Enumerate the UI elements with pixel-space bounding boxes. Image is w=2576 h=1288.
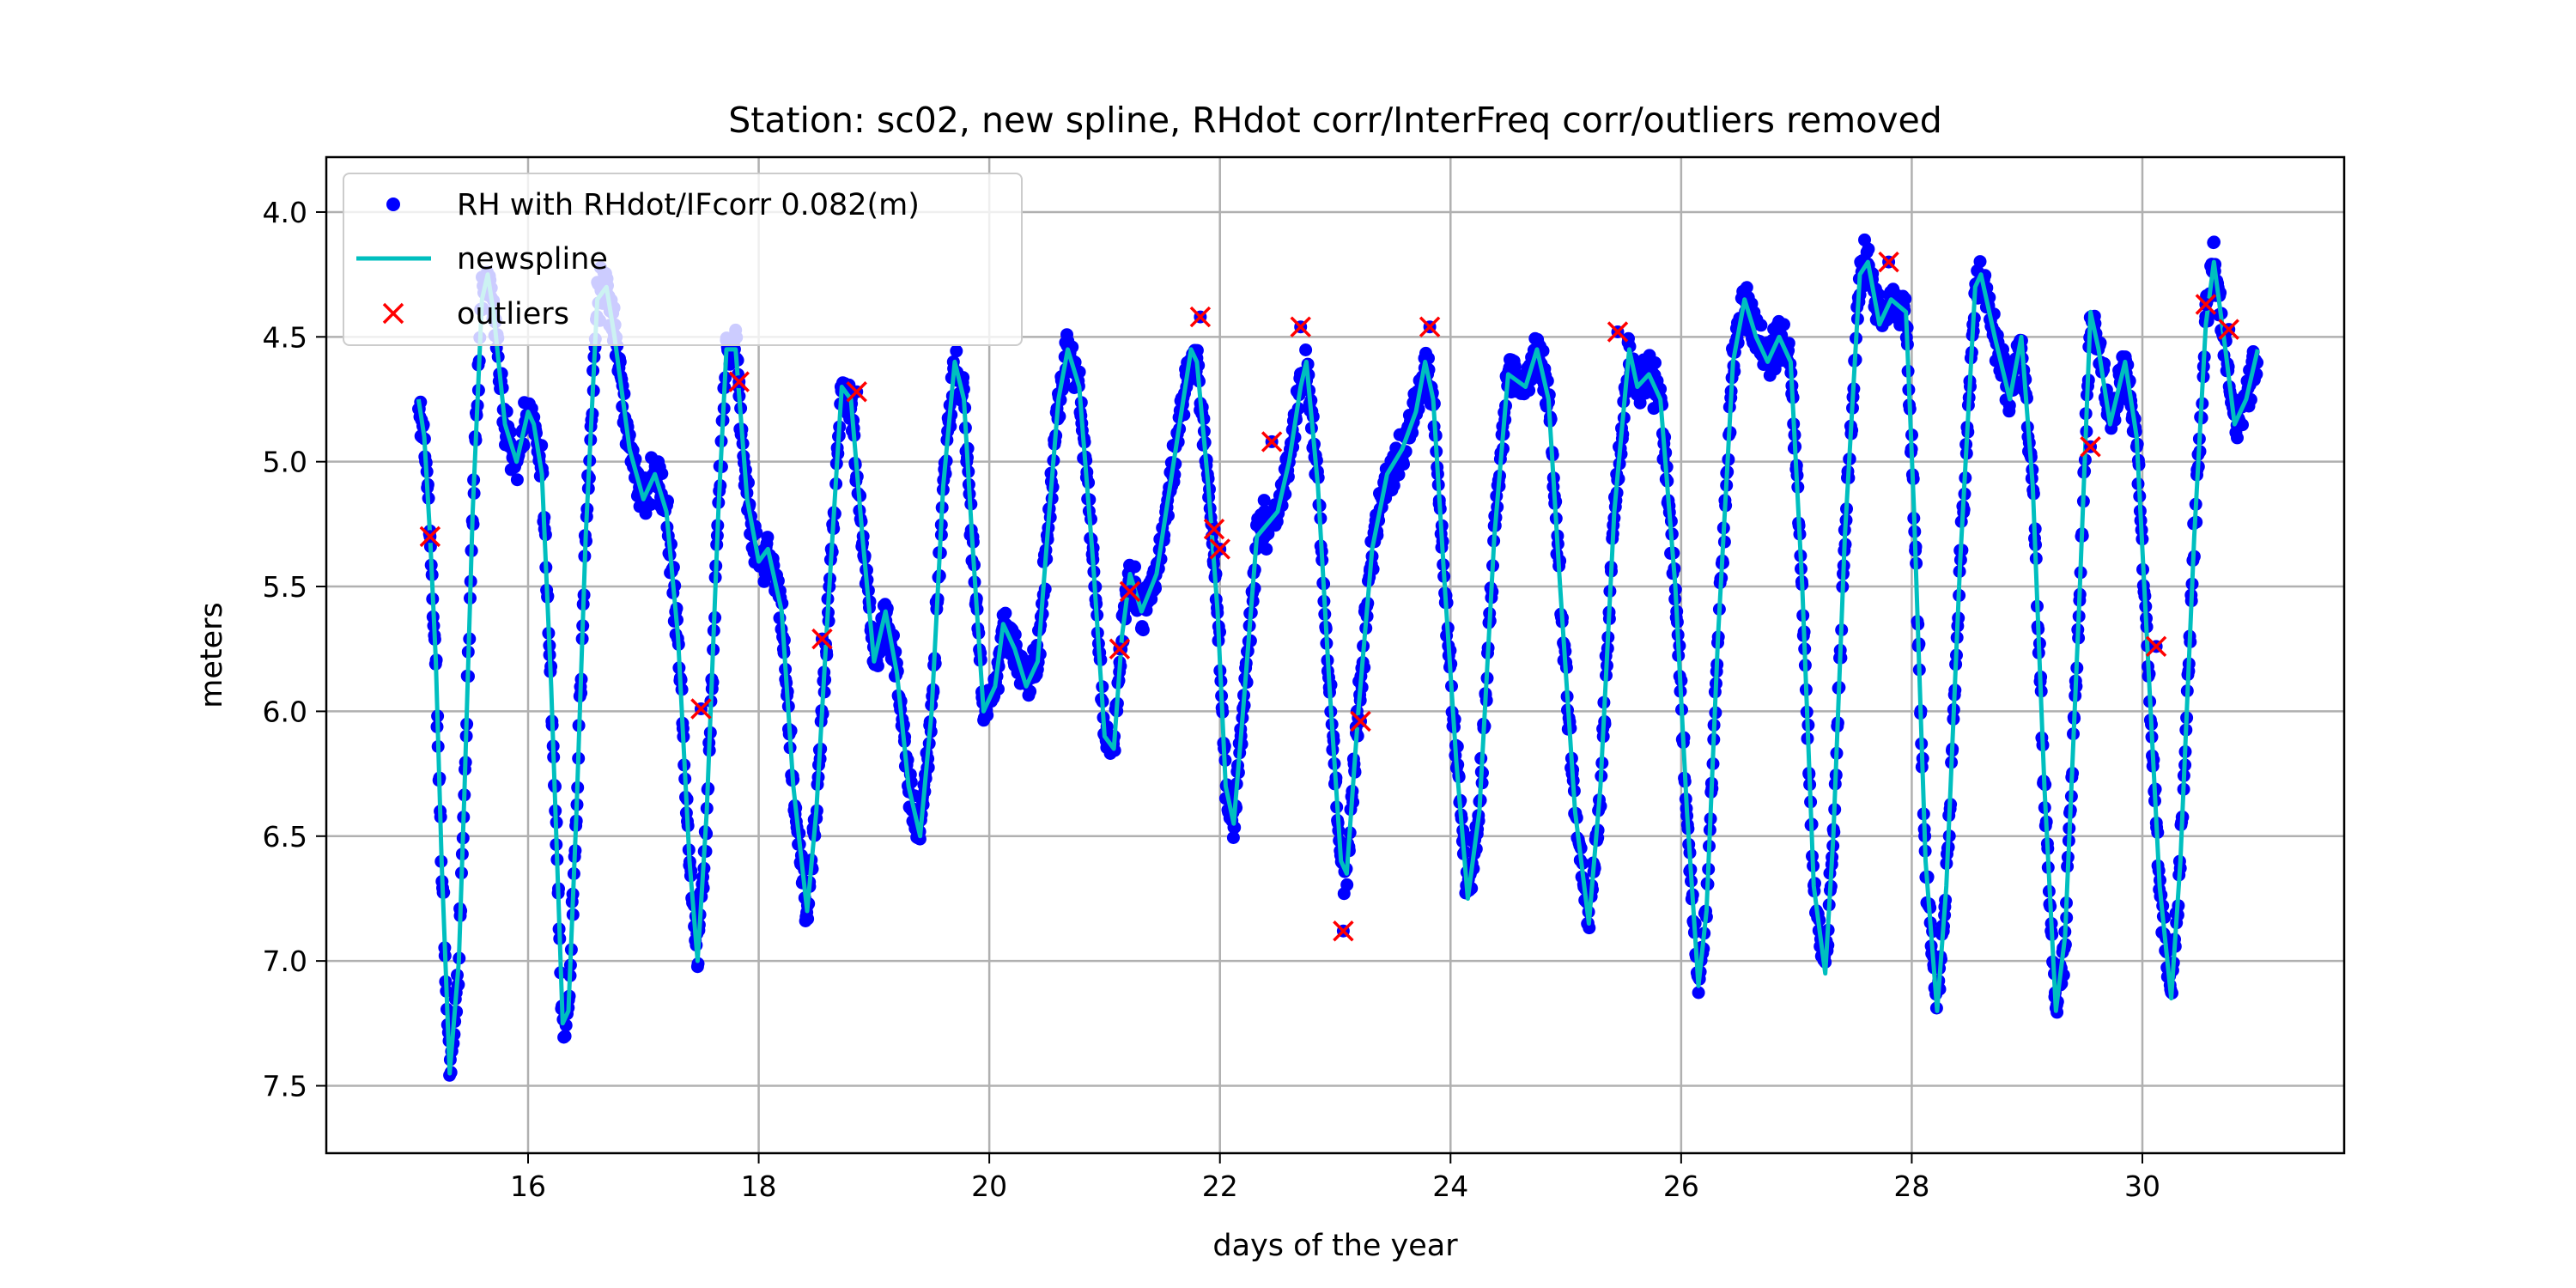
observation-point [1008, 628, 1022, 641]
plot-frame [325, 155, 2346, 1155]
y-tick-label: 5.5 [263, 570, 307, 604]
observation-point [691, 957, 705, 970]
observation-point [1257, 494, 1271, 507]
observation-point [558, 1030, 572, 1043]
x-tick-label: 18 [741, 1170, 777, 1203]
y-tick-label: 7.0 [263, 945, 307, 978]
observation-point [1623, 340, 1637, 353]
legend-label-observations: RH with RHdot/IFcorr 0.082(m) [457, 188, 920, 222]
observation-point [1136, 623, 1150, 637]
observation-point [2231, 431, 2244, 445]
observation-point [1340, 878, 1354, 891]
outlier-marker [1419, 316, 1441, 337]
observation-point [1692, 986, 1705, 999]
outlier-marker [1878, 251, 1899, 273]
x-tick-label: 22 [1202, 1170, 1238, 1203]
y-tick-label: 4.0 [263, 196, 307, 229]
outlier-marker [2195, 294, 2217, 315]
outlier-marker [1333, 920, 1354, 942]
x-tick-label: 26 [1663, 1170, 1699, 1203]
observation-point [2208, 235, 2221, 249]
observation-point [510, 473, 524, 487]
observation-point [999, 606, 1012, 620]
observation-point [1226, 831, 1240, 844]
outlier-marker [1203, 518, 1225, 540]
outlier-markers [419, 251, 2239, 942]
legend-label-outliers: outliers [457, 297, 569, 331]
outlier-marker [419, 526, 441, 548]
observation-point [950, 344, 963, 358]
legend-box [343, 173, 1023, 346]
legend-marker-outliers [382, 302, 404, 325]
observation-point [1397, 458, 1410, 471]
observation-point [1508, 360, 1522, 373]
y-tick-label: 4.5 [263, 320, 307, 354]
y-ticks: 4.0 4.5 5.0 5.5 6.0 6.5 7.0 7.5 [263, 196, 326, 1103]
outlier-marker [1189, 306, 1212, 328]
outlier-marker [811, 628, 833, 650]
y-tick-label: 6.5 [263, 820, 307, 854]
observation-point [1583, 921, 1596, 935]
spline-line-group [416, 259, 2260, 1076]
observation-point [1299, 343, 1313, 356]
legend-label-spline: newspline [457, 242, 608, 276]
observation-point [1260, 543, 1273, 556]
observation-point [1862, 242, 1875, 256]
y-axis-label: meters [195, 602, 229, 708]
observation-point [1392, 468, 1406, 482]
legend: RH with RHdot/IFcorr 0.082(m) newspline … [343, 173, 1023, 346]
observation-point [761, 531, 775, 544]
observation-point [801, 912, 815, 926]
outlier-marker [728, 371, 750, 392]
x-ticks: 16 18 20 22 24 26 28 30 [510, 1153, 2160, 1203]
observation-point [1777, 318, 1790, 331]
x-tick-label: 20 [971, 1170, 1007, 1203]
observation-point [1899, 292, 1912, 306]
outlier-marker [1607, 321, 1629, 343]
observation-point [1754, 319, 1768, 332]
observation-point [644, 498, 658, 512]
legend-marker-observations [386, 197, 400, 211]
outlier-marker [2218, 319, 2239, 340]
observation-point [1740, 281, 1753, 295]
outlier-marker [1109, 638, 1131, 659]
observation-point [1228, 821, 1242, 835]
y-tick-label: 6.0 [263, 695, 307, 728]
outlier-marker [2145, 635, 2167, 658]
outlier-marker [1119, 580, 1141, 603]
x-tick-label: 16 [510, 1170, 546, 1203]
x-tick-label: 24 [1432, 1170, 1468, 1203]
spline-line [416, 259, 2260, 1076]
observation-point [2002, 398, 2016, 412]
outlier-marker [2080, 436, 2101, 458]
outlier-marker [1209, 538, 1230, 560]
chart-title: Station: sc02, new spline, RHdot corr/In… [728, 100, 1942, 141]
outlier-marker [1290, 316, 1311, 337]
observation-point [913, 832, 927, 846]
x-tick-label: 28 [1893, 1170, 1929, 1203]
y-tick-label: 7.5 [263, 1070, 307, 1103]
observation-point [1973, 255, 1987, 269]
y-tick-label: 5.0 [263, 446, 307, 479]
observation-point [2236, 418, 2249, 432]
x-tick-label: 30 [2124, 1170, 2160, 1203]
observation-point [655, 467, 669, 481]
outlier-marker [1350, 710, 1371, 732]
outlier-marker [690, 698, 712, 720]
outlier-marker [1261, 431, 1283, 453]
x-axis-label: days of the year [1212, 1229, 1458, 1263]
observation-point [1128, 560, 1141, 574]
observation-point [1649, 356, 1662, 369]
outlier-marker [846, 381, 867, 403]
